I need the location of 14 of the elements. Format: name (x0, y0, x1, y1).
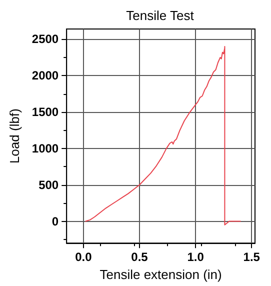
y-axis-title: Load (lbf) (7, 108, 22, 164)
y-tick-label: 1500 (32, 105, 59, 120)
x-tick-label: 1.5 (243, 250, 260, 264)
x-tick-label: 0.5 (131, 250, 148, 264)
x-tick-label: 1.0 (187, 250, 204, 264)
y-tick-label: 2000 (32, 68, 59, 83)
line-series (85, 46, 241, 226)
y-tick-label: 500 (38, 178, 59, 192)
y-tick-label: 1000 (32, 141, 59, 156)
x-tick-label: 0.0 (75, 250, 92, 264)
x-axis-title: Tensile extension (in) (100, 267, 222, 282)
chart-title: Tensile Test (126, 8, 194, 23)
y-tick-label: 0 (52, 214, 59, 228)
y-tick-label: 2500 (32, 32, 59, 46)
